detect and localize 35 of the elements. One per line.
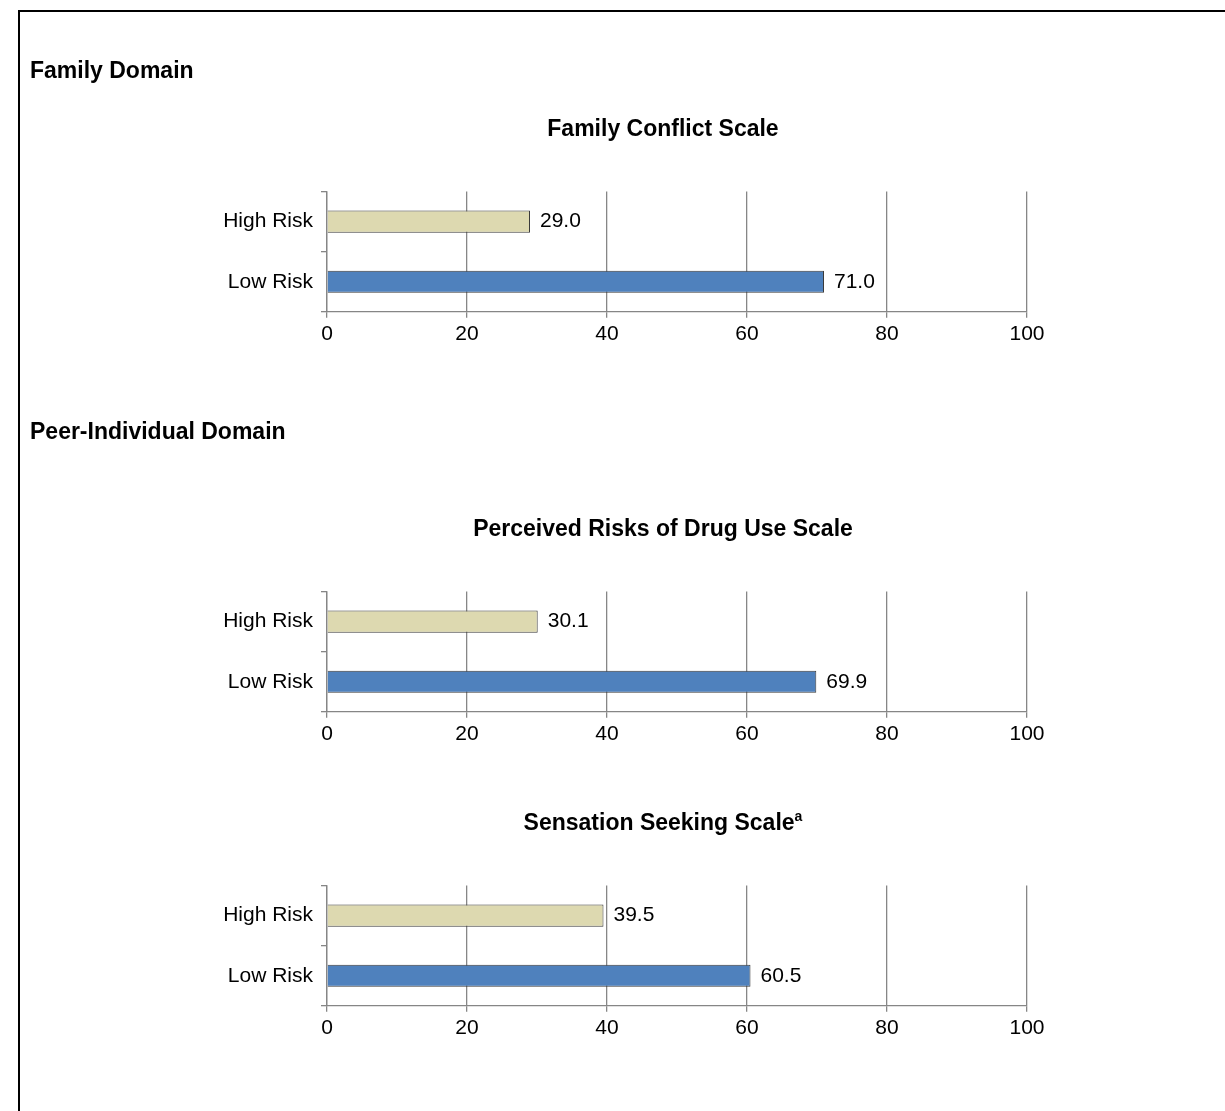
data-label: 29.0: [540, 208, 581, 232]
x-tick-label: 60: [735, 321, 759, 345]
x-tick-label: 0: [321, 321, 333, 345]
x-tick-label: 80: [875, 721, 899, 745]
y-tick-label: High Risk: [223, 902, 314, 926]
data-label: 71.0: [834, 268, 875, 292]
x-tick-label: 20: [455, 1015, 479, 1039]
x-tick-label: 80: [875, 1015, 899, 1039]
x-tick-label: 60: [735, 1015, 759, 1039]
x-tick-label: 100: [1009, 1015, 1045, 1039]
chart-title: Perceived Risks of Drug Use Scale: [472, 514, 854, 542]
chart-title: Family Conflict Scale: [546, 114, 780, 142]
text: Peer-Individual Domain: [30, 417, 286, 445]
y-tick-label: Low Risk: [227, 962, 314, 986]
x-tick-label: 100: [1009, 321, 1045, 345]
x-tick-label: 20: [455, 721, 479, 745]
data-label: 39.5: [613, 902, 655, 926]
chart-title: Sensation Seeking Scale$^{a}$: [522, 808, 804, 836]
x-tick-label: 20: [455, 321, 479, 345]
text: Family Domain: [30, 56, 194, 84]
x-tick-label: 40: [595, 1015, 619, 1039]
x-tick-label: 40: [595, 721, 619, 745]
x-tick-label: 60: [735, 721, 759, 745]
x-tick-label: 100: [1009, 721, 1045, 745]
x-tick-label: 0: [321, 1015, 333, 1039]
data-label: 30.1: [547, 608, 589, 632]
data-label: 60.5: [760, 962, 802, 986]
data-label: 69.9: [826, 668, 868, 692]
y-tick-label: High Risk: [223, 608, 314, 632]
x-tick-label: 40: [595, 321, 619, 345]
y-tick-label: Low Risk: [227, 668, 314, 692]
y-tick-label: High Risk: [223, 208, 314, 232]
y-tick-label: Low Risk: [227, 268, 314, 292]
x-tick-label: 80: [875, 321, 899, 345]
x-tick-label: 0: [321, 721, 333, 745]
